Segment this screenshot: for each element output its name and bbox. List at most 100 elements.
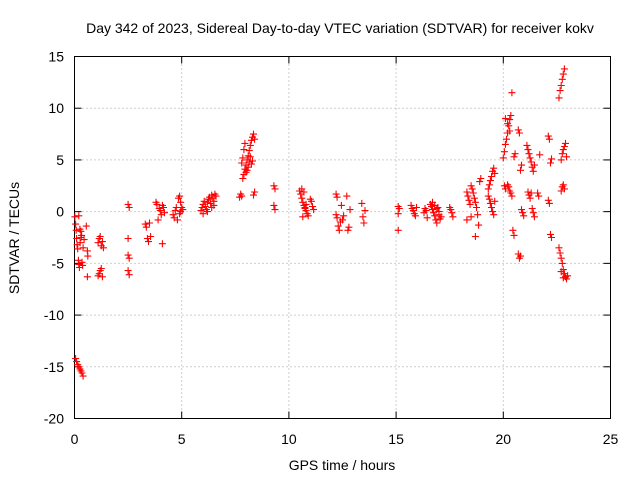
data-point [511,150,519,158]
data-point [270,182,278,190]
data-point [463,188,471,196]
data-point [437,213,445,221]
data-point [125,271,133,279]
data-point [79,261,87,269]
data-point [302,200,310,208]
data-point [476,178,484,186]
data-point [75,212,83,220]
data-point [525,150,533,158]
data-point [559,70,567,78]
data-point [527,189,535,197]
x-tick-label: 15 [388,431,404,447]
data-point [98,273,106,281]
data-point [559,146,567,154]
data-point [160,204,167,211]
data-point [463,216,471,224]
data-point [523,141,531,149]
data-point [340,212,348,220]
data-point [249,157,256,165]
data-point [339,216,346,224]
data-point [519,209,527,217]
data-point [475,221,483,229]
data-point [125,204,133,211]
data-point [484,185,492,193]
data-point [72,355,80,362]
data-point [251,135,259,143]
data-point [304,212,312,220]
data-point [343,192,351,200]
data-point [97,265,105,272]
data-point [79,372,87,380]
data-point [147,233,155,240]
data-point [544,132,552,140]
data-point [411,212,419,220]
data-point [173,216,181,224]
data-point [333,193,341,201]
data-point [562,139,569,147]
data-point [517,252,524,260]
data-point [560,185,568,193]
data-point [471,198,479,206]
y-tick-label: -20 [44,411,64,427]
data-point [161,209,168,217]
data-point [430,209,438,217]
data-point [558,150,566,158]
data-point [240,146,248,154]
data-point [407,201,415,209]
data-point [536,151,544,159]
data-point [212,192,220,200]
data-point [78,369,86,377]
data-point [413,204,420,211]
data-point [239,175,247,182]
data-point [514,126,522,134]
data-point [518,206,525,214]
data-point [544,196,552,204]
data-point [545,135,553,143]
data-point [504,120,512,128]
y-tick-label: 0 [56,204,64,220]
data-point [489,208,497,216]
data-point [555,244,563,252]
data-point [124,267,132,275]
data-point [505,183,513,191]
data-point [208,191,216,199]
data-point [394,226,402,234]
data-point [429,206,436,214]
data-point [499,154,507,162]
data-points [71,65,572,380]
data-point [344,226,352,234]
data-point [395,205,403,212]
data-point [361,207,369,215]
data-point [547,159,554,167]
data-point [177,208,185,216]
data-point [433,219,441,227]
grid-lines [74,56,611,419]
data-point [556,87,564,95]
data-point [556,249,564,257]
data-point [332,211,340,219]
data-point [73,235,81,242]
data-point [467,213,475,221]
data-point [485,195,493,203]
data-point [509,226,517,234]
data-point [307,197,315,205]
data-point [124,200,132,208]
data-point [271,185,279,193]
data-point [423,214,431,222]
x-tick-label: 25 [603,431,619,447]
data-point [141,220,149,228]
plot-frame [74,56,611,419]
data-point [557,82,565,89]
data-point [82,222,90,230]
data-point [78,231,86,239]
data-point [530,213,538,221]
data-point [491,197,499,205]
data-point [448,209,456,217]
data-point [490,164,498,172]
data-point [169,211,177,219]
data-point [468,185,476,193]
data-point [466,200,474,208]
data-point [431,212,439,220]
data-point [158,240,166,248]
